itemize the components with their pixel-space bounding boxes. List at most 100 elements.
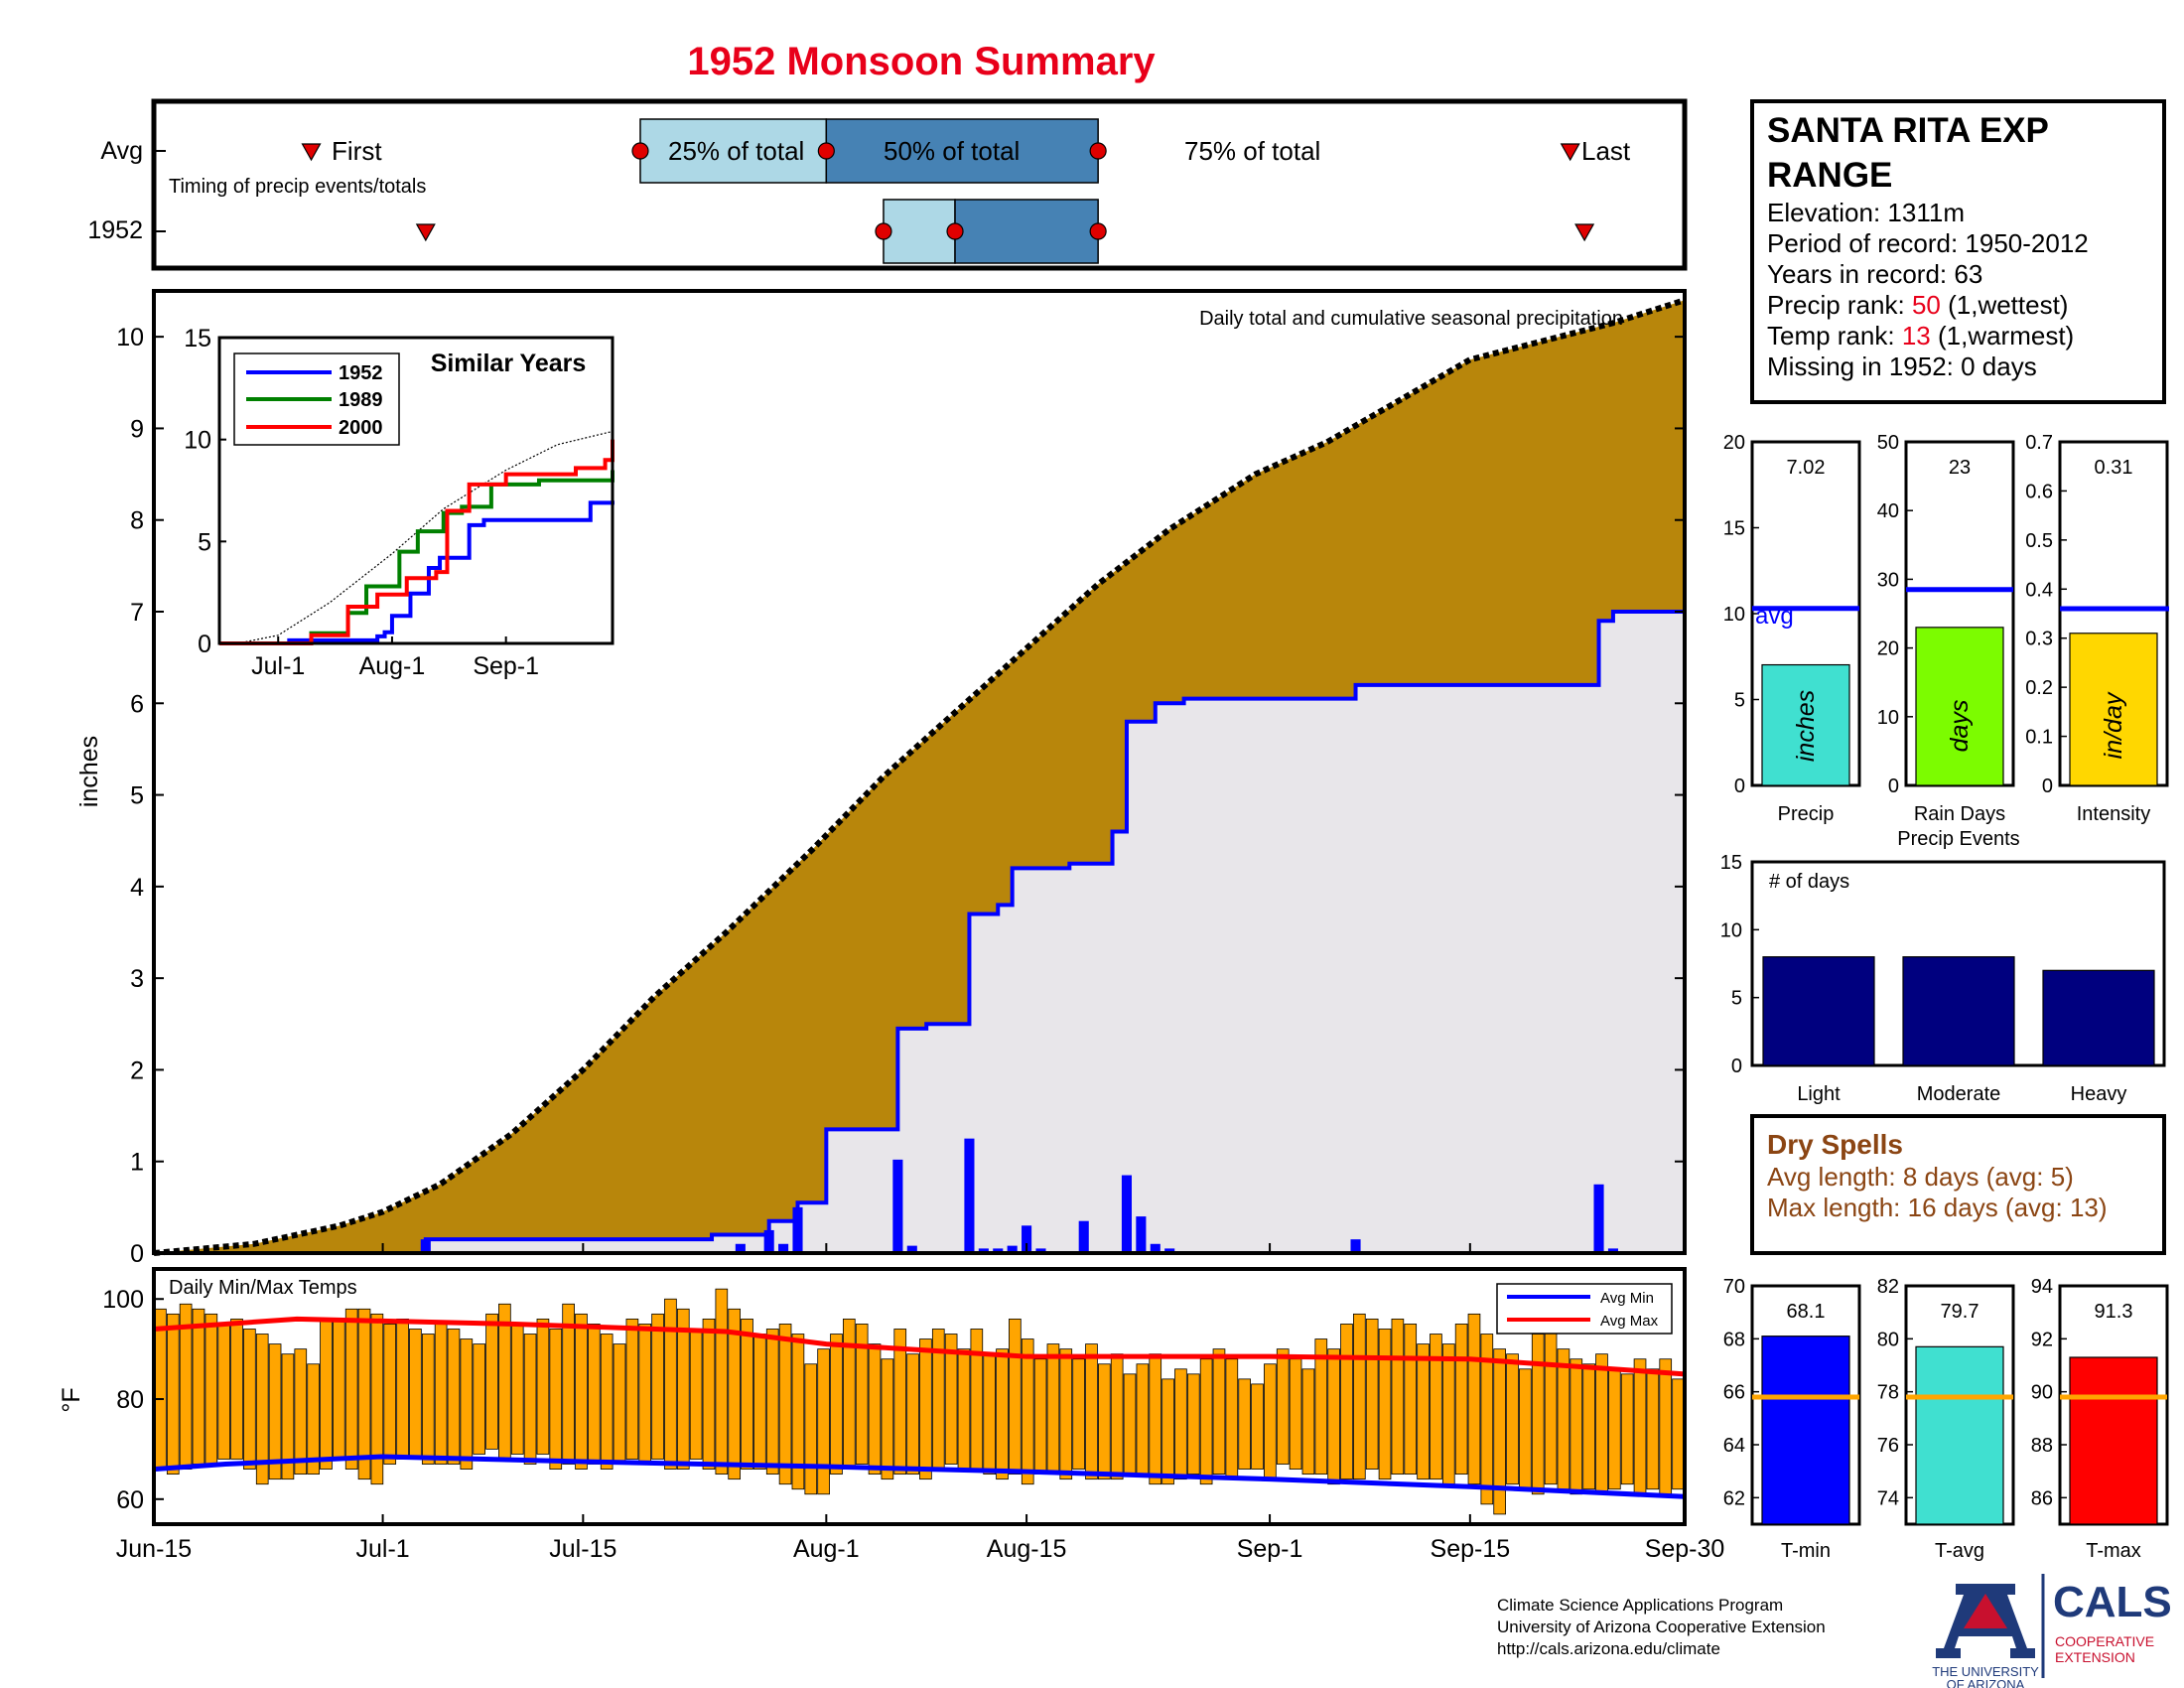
timing-subtitle: Timing of precip events/totals <box>169 176 426 198</box>
temp-stat-category-label: T-avg <box>1935 1540 1984 1562</box>
event-category-label: Light <box>1797 1083 1841 1105</box>
avg-max-line <box>153 1316 1686 1377</box>
station-elevation: Elevation: 1311m <box>1767 198 1965 227</box>
timing-marks <box>154 118 1595 264</box>
date-xtick-label: Aug-1 <box>793 1535 860 1563</box>
daily-temp-bar <box>523 1334 537 1465</box>
stat-bar <box>1761 663 1850 786</box>
inset-xtick-label: Jul-1 <box>251 652 305 680</box>
event-ytick-label: 10 <box>1720 919 1742 941</box>
stat-ytick-label: 0.6 <box>2025 481 2053 502</box>
timing-avg-box-q25-q50 <box>639 118 828 184</box>
daily-temp-bar <box>1301 1368 1315 1476</box>
temp-plot-bg <box>154 1269 1685 1524</box>
temp-stat-ytick-label: 74 <box>1877 1487 1899 1509</box>
timing-year-quartile-dot <box>1089 222 1107 240</box>
daily-temp-bar <box>1391 1318 1405 1476</box>
temp-ytick-label: 100 <box>102 1286 144 1314</box>
temp-stat-ytick-label: 80 <box>1877 1329 1899 1350</box>
daily-precip-bar <box>1035 1248 1046 1253</box>
daily-precip-bar <box>1164 1248 1175 1253</box>
daily-temp-bar <box>473 1343 486 1455</box>
precip-panel: 0 1 2 3 4 5 6 7 8 9 10 inches Daily total and cumu… <box>75 289 1687 1268</box>
station-missing: Missing in 1952: 0 days <box>1767 352 2037 381</box>
temp-frame <box>152 1267 1687 1526</box>
daily-temp-bar <box>192 1308 205 1465</box>
daily-temp-bar <box>1212 1348 1226 1476</box>
event-ytick-label: 15 <box>1720 852 1742 874</box>
temp-stat-ytick-label: 94 <box>2031 1276 2053 1298</box>
daily-temp-bar <box>753 1334 766 1470</box>
temp-rank-prefix: Temp rank: <box>1767 321 1902 351</box>
daily-temp-bar <box>562 1303 575 1465</box>
temp-daily-bars <box>154 1288 1685 1515</box>
temp-avg-lines <box>153 1316 1686 1499</box>
daily-temp-bar <box>1633 1358 1647 1495</box>
page-title: 1952 Monsoon Summary <box>687 40 1156 83</box>
avg-min-line <box>153 1454 1686 1499</box>
timing-year-first-triangle-icon <box>415 223 436 242</box>
daily-temp-bar <box>1620 1373 1634 1485</box>
events-inner-label: # of days <box>1769 871 1849 893</box>
stat-ytick-label: 0.4 <box>2025 579 2053 601</box>
stat-ytick-label: 0.5 <box>2025 530 2053 552</box>
inset-ytick-label: 5 <box>198 528 211 556</box>
daily-temp-bar <box>268 1343 282 1480</box>
stat-value-label: 0.31 <box>2095 457 2133 479</box>
daily-temp-bar <box>498 1303 511 1460</box>
daily-temp-bar <box>1441 1343 1455 1485</box>
daily-precip-bar <box>792 1206 803 1253</box>
daily-temp-bar <box>676 1308 690 1470</box>
ua-block-a-inner <box>1964 1594 2007 1628</box>
footer-credits: Climate Science Applications Program Uni… <box>1497 1595 1826 1660</box>
daily-temp-bar <box>396 1318 409 1460</box>
temp-stat-ytick-label: 86 <box>2031 1487 2053 1509</box>
dry-spells-avg: Avg length: 8 days (avg: 5) <box>1767 1162 2074 1192</box>
daily-temp-bar <box>1123 1373 1137 1476</box>
temp-stat-ytick-label: 82 <box>1877 1276 1899 1298</box>
precip-ytick-label: 8 <box>130 507 144 535</box>
precip-daily-bars <box>420 1138 1618 1253</box>
daily-precip-bar <box>1350 1239 1361 1253</box>
daily-temp-bar <box>460 1338 474 1470</box>
station-frame <box>1750 99 2166 404</box>
university-logo: A THE UNIVERSITY OF ARIZONA <box>1932 1584 2039 1688</box>
temp-stat-value-label: 68.1 <box>1787 1301 1826 1323</box>
station-temp-rank: Temp rank: 13 (1,warmest) <box>1767 321 2074 351</box>
daily-temp-bar <box>919 1338 932 1480</box>
event-bar <box>2042 969 2155 1066</box>
precip-ytick-label: 6 <box>130 690 144 718</box>
temp-panel: 60 80 100 °F Daily Min/Max Temps Avg Min A… <box>58 1243 1724 1563</box>
daily-temp-bar <box>664 1298 677 1470</box>
inset-axes: 0 5 10 15 Jul-1 Aug-1 Sep-1 <box>184 325 539 680</box>
timing-row-avg-label: Avg <box>100 137 143 165</box>
daily-temp-bar <box>1238 1378 1252 1470</box>
daily-precip-bar <box>1121 1175 1133 1253</box>
daily-temp-bar <box>1021 1338 1034 1485</box>
daily-precip-bar <box>778 1243 789 1253</box>
temp-legend-max: Avg Max <box>1600 1313 1659 1330</box>
daily-temp-bar <box>1186 1373 1200 1476</box>
footer-link[interactable]: http://cals.arizona.edu/climate <box>1497 1639 1720 1658</box>
temp-stat-ytick-label: 78 <box>1877 1382 1899 1404</box>
timing-avg-quartile-dot <box>1089 142 1107 160</box>
daily-temp-bar <box>881 1358 894 1480</box>
daily-temp-bar <box>1506 1353 1519 1485</box>
daily-temp-bar <box>791 1334 805 1490</box>
daily-temp-bar <box>1340 1324 1353 1480</box>
event-bar <box>1762 956 1875 1066</box>
temp-y-axis: 60 80 100 <box>102 1286 164 1514</box>
daily-temp-bar <box>983 1353 997 1476</box>
cumulative-1952-area <box>154 612 1685 1253</box>
daily-temp-bar <box>1493 1348 1507 1515</box>
stat-ytick-label: 0 <box>1734 775 1745 797</box>
date-xtick-label: Sep-30 <box>1645 1535 1725 1563</box>
daily-temp-bar <box>1174 1368 1187 1480</box>
temp-legend-box <box>1496 1283 1673 1335</box>
daily-temp-bar <box>600 1334 614 1470</box>
inset-ytick-label: 0 <box>198 631 211 658</box>
timing-avg-last-triangle-icon <box>1560 143 1580 162</box>
daily-temp-bar <box>344 1308 358 1470</box>
dry-spells-max: Max length: 16 days (avg: 13) <box>1767 1193 2108 1222</box>
stat-ytick-label: 0 <box>2042 775 2053 797</box>
